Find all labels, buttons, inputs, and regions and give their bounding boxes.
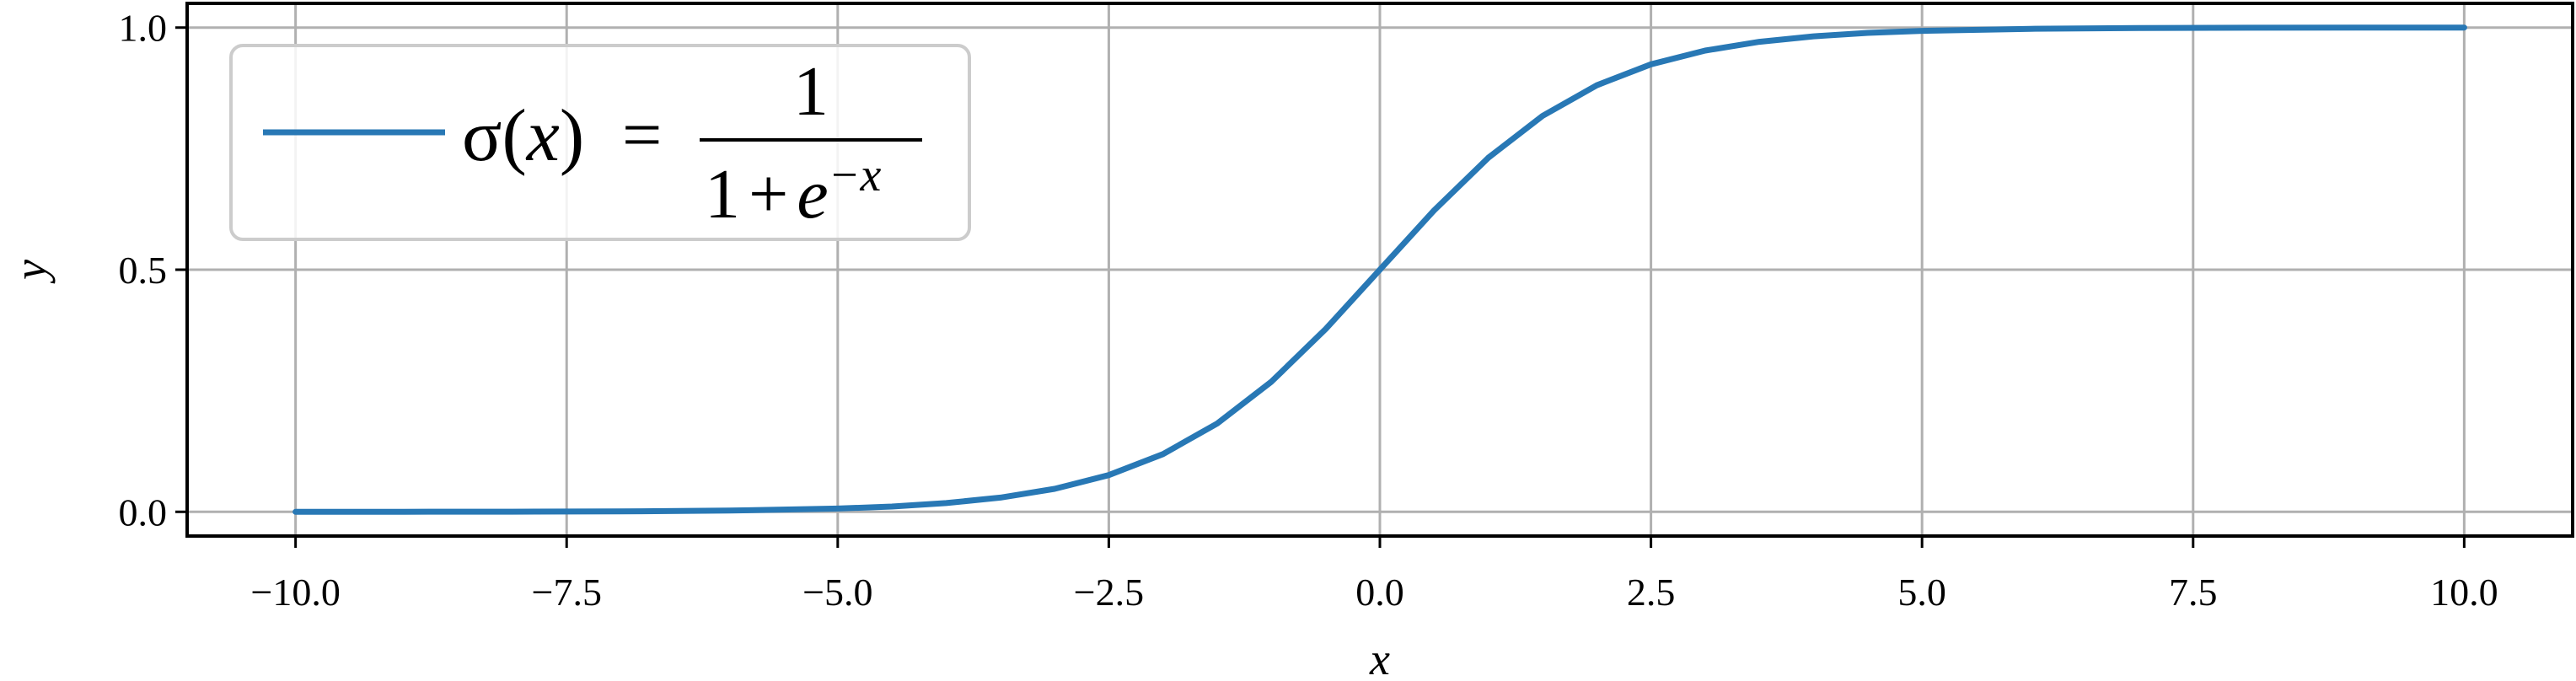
x-axis-label: x <box>1369 634 1390 681</box>
x-tick-label: −5.0 <box>802 571 872 614</box>
series-layer <box>292 24 2467 515</box>
y-tick-label: 1.0 <box>119 7 168 50</box>
x-tick-label: 7.5 <box>2169 571 2218 614</box>
series-line <box>292 24 2467 515</box>
legend-den-e: e <box>797 155 828 233</box>
x-tick-label: −2.5 <box>1074 571 1144 614</box>
x-tick-label: 2.5 <box>1627 571 1676 614</box>
legend-den-plus: + <box>749 155 788 233</box>
legend-paren-open: ( <box>502 95 526 177</box>
x-tick-label: −7.5 <box>532 571 602 614</box>
x-tick-label: −10.0 <box>250 571 340 614</box>
legend-equals: = <box>622 96 662 174</box>
y-tick-label: 0.5 <box>119 249 168 292</box>
x-tick-label: 0.0 <box>1355 571 1404 614</box>
y-axis-label: y <box>5 260 56 284</box>
ticks: −10.0 −7.5 −5.0 −2.5 0.0 2.5 5.0 7.5 10.0 0.0 0.5 1… <box>119 7 2498 614</box>
legend-variable: x <box>525 95 560 177</box>
legend-den-exponent: −x <box>829 149 882 201</box>
legend: σ(x) = 1 1 + e−x <box>229 44 971 241</box>
y-tick-label: 0.0 <box>119 491 168 534</box>
legend-box <box>229 44 971 241</box>
legend-sigma: σ <box>462 95 502 177</box>
legend-denominator: 1 + e−x <box>705 149 881 233</box>
legend-label: σ(x) <box>462 95 584 177</box>
legend-den-one: 1 <box>705 155 740 233</box>
legend-numerator: 1 <box>793 52 829 131</box>
x-tick-label: 5.0 <box>1897 571 1946 614</box>
legend-paren-close: ) <box>560 95 584 177</box>
x-tick-label: 10.0 <box>2430 571 2498 614</box>
